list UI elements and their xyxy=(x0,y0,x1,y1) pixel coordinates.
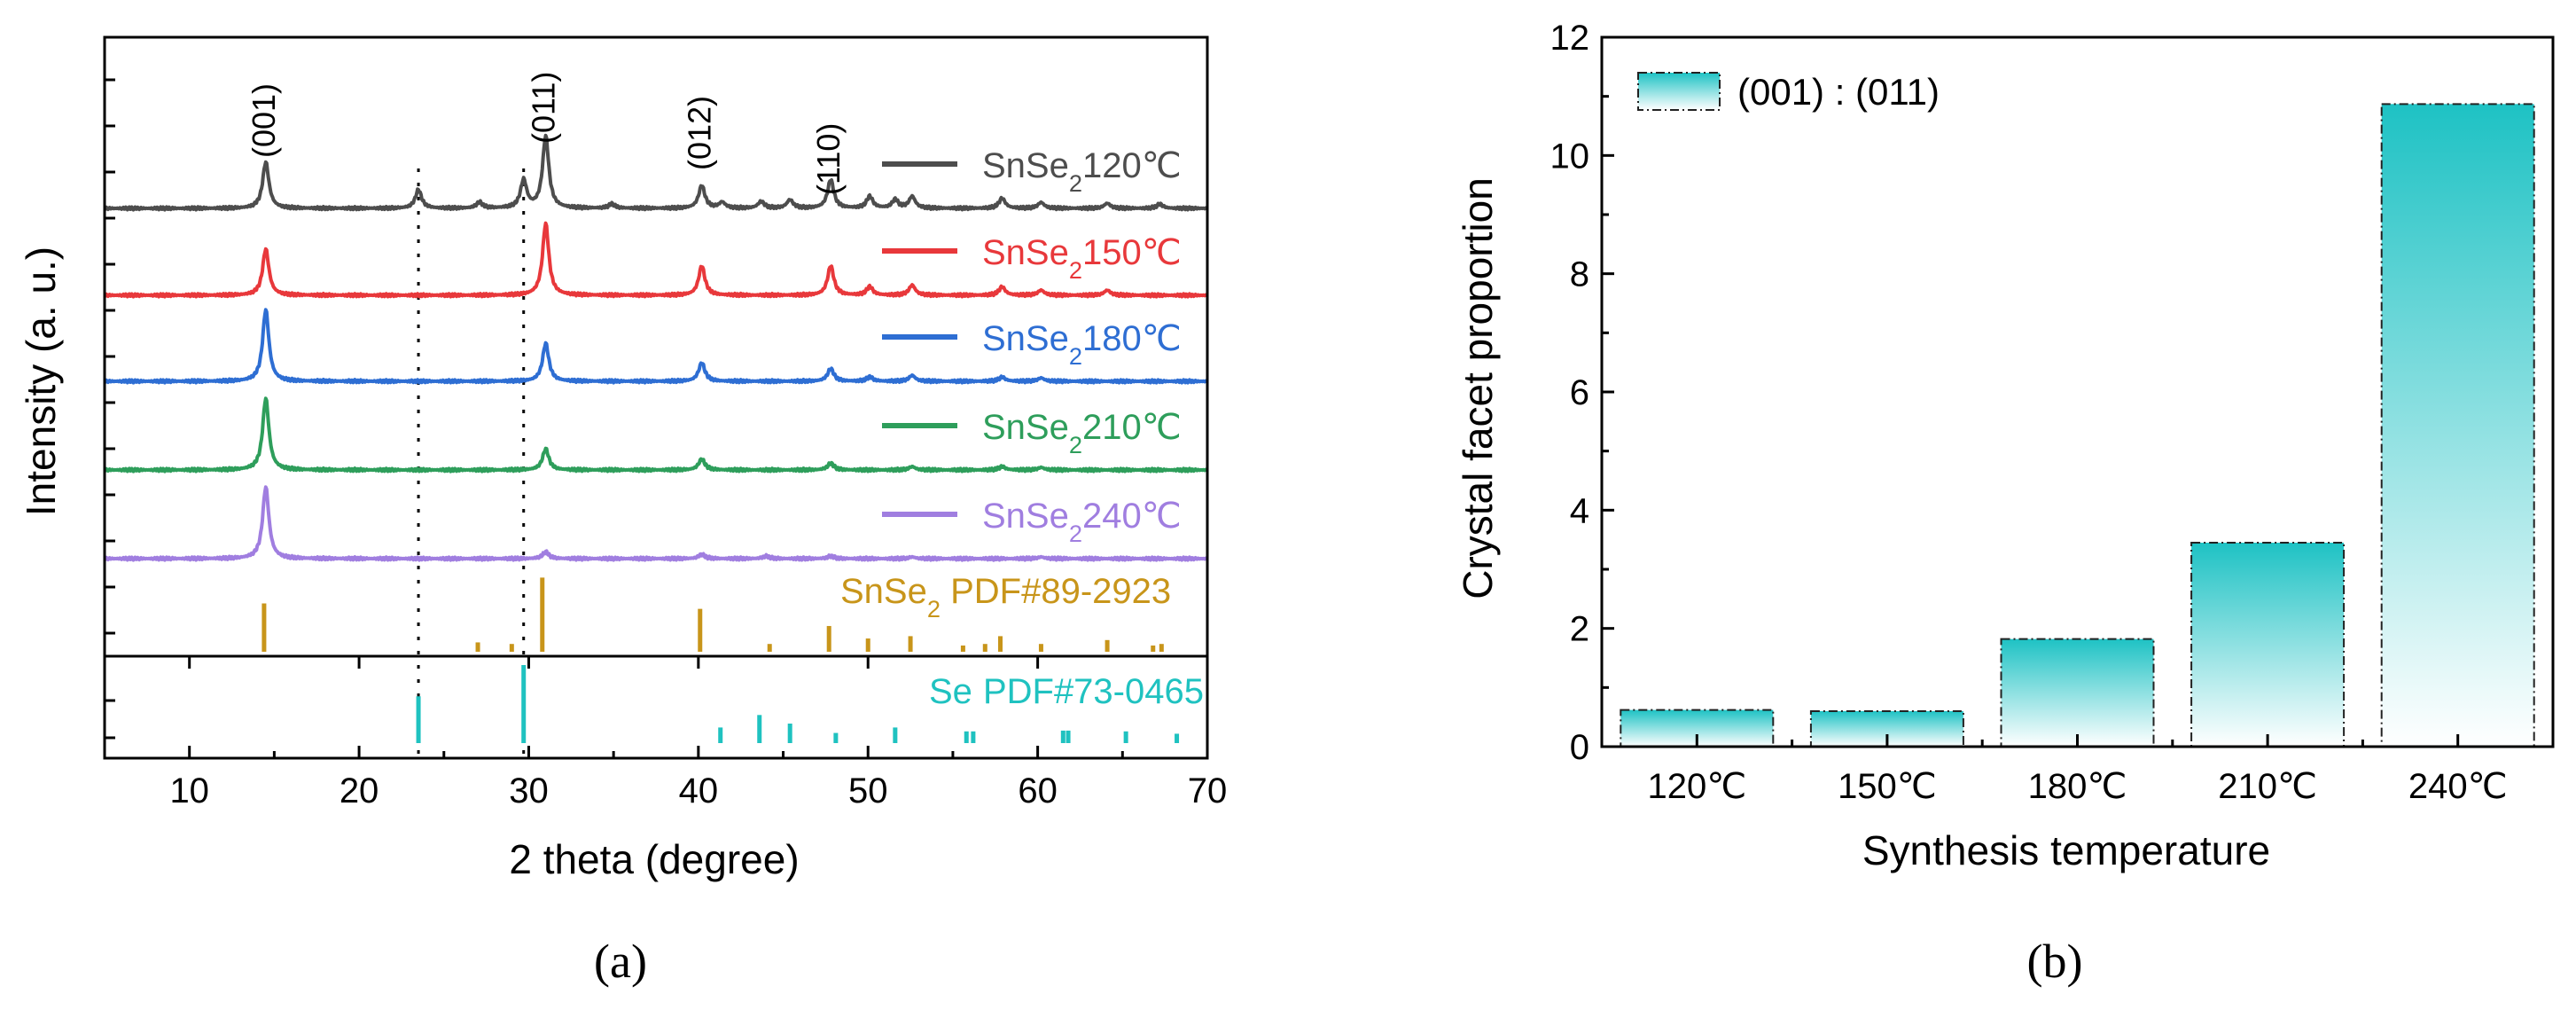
reference-label-1: SnSe2 PDF#89-2923 xyxy=(840,572,1171,622)
x-tick-label: 70 xyxy=(1188,771,1228,810)
x-tick-label: 10 xyxy=(169,771,209,810)
panel-label-a: (a) xyxy=(594,935,647,988)
y-tick-label: 6 xyxy=(1570,373,1589,412)
plot-frame xyxy=(103,35,1209,760)
x-tick-label: 180℃ xyxy=(2028,767,2127,806)
y-tick-label: 4 xyxy=(1570,491,1589,530)
legend-label-4-sub: 2 xyxy=(1069,431,1082,458)
x-tick-label: 240℃ xyxy=(2408,767,2508,806)
reference-label-1-suffix: PDF#89-2923 xyxy=(941,572,1171,611)
legend-label-2: SnSe2150℃ xyxy=(982,233,1182,284)
xrd-line-5 xyxy=(104,485,1209,562)
legend-label-4-main: SnSe xyxy=(982,408,1069,447)
legend-label-2-suffix: 150℃ xyxy=(1082,233,1182,272)
legend-label-4: SnSe2210℃ xyxy=(982,408,1182,458)
reference-label-1-sub: 2 xyxy=(927,595,941,622)
y-tick-label: 12 xyxy=(1550,19,1590,58)
legend-label-3-suffix: 180℃ xyxy=(1082,319,1182,358)
legend-swatch xyxy=(1637,72,1721,111)
legend-label-3-main: SnSe xyxy=(982,319,1069,358)
x-tick-label: 40 xyxy=(679,771,719,810)
legend-label-2-sub: 2 xyxy=(1069,256,1082,284)
y-axis-ticks: 0 2 4 6 8 10 12 xyxy=(1550,19,1614,767)
legend-label-3: SnSe2180℃ xyxy=(982,319,1182,370)
legend: (001) : (011) xyxy=(1637,71,1940,113)
x-tick-label: 150℃ xyxy=(1838,767,1937,806)
legend-label: (001) : (011) xyxy=(1737,71,1940,113)
series-labels: SnSe2120℃SnSe2150℃SnSe2180℃SnSe2210℃SnSe… xyxy=(840,146,1204,711)
y-tick-label: 2 xyxy=(1570,610,1589,649)
reference-label-2-suffix: PDF#73-0465 xyxy=(983,672,1204,711)
panel-label-b: (b) xyxy=(2027,935,2083,988)
x-axis-ticks: 10 20 30 40 50 60 70 xyxy=(103,656,1228,810)
x-tick-label: 210℃ xyxy=(2218,767,2317,806)
plot-border xyxy=(103,35,1209,760)
legend-label-1-sub: 2 xyxy=(1069,169,1082,197)
peak-annotation-label: (012) xyxy=(682,96,718,170)
y-tick-label: 8 xyxy=(1570,255,1589,294)
bar-240c xyxy=(2380,103,2535,748)
peak-annotations: (001) (011) (012) (110) xyxy=(246,72,847,195)
x-tick-label: 50 xyxy=(848,771,888,810)
legend-label-1-suffix: 120℃ xyxy=(1082,146,1182,185)
reference-label-2: Se PDF#73-0465 xyxy=(929,672,1204,711)
legend-label-1: SnSe2120℃ xyxy=(982,146,1182,197)
xrd-pattern-lines xyxy=(104,133,1209,562)
xrd-line-1 xyxy=(104,133,1209,212)
facet-proportion-bar-chart: 0 2 4 6 8 10 12 120℃ 150℃ 180℃ 210℃ 240℃ (001) : (… xyxy=(1455,19,2555,988)
x-tick-label: 20 xyxy=(340,771,379,810)
reference-label-2-main: Se xyxy=(929,672,972,711)
xrd-line-2 xyxy=(104,221,1209,299)
y-tick-label: 10 xyxy=(1550,137,1590,176)
bar-180c xyxy=(2000,638,2155,748)
y-axis-title: Intensity (a. u.) xyxy=(18,247,64,516)
peak-annotation-label: (110) xyxy=(810,123,847,195)
reference-dotted-lines xyxy=(417,168,526,758)
x-axis-title: 2 theta (degree) xyxy=(509,836,799,882)
x-tick-label: 60 xyxy=(1018,771,1058,810)
bar-210c xyxy=(2190,542,2346,748)
x-axis-ticks: 120℃ 150℃ 180℃ 210℃ 240℃ xyxy=(1600,734,2555,806)
reference-sticks xyxy=(262,577,1180,743)
legend-label-5: SnSe2240℃ xyxy=(982,497,1182,547)
bars xyxy=(1620,103,2535,748)
peak-annotation-label: (011) xyxy=(526,72,562,144)
legend-label-5-sub: 2 xyxy=(1069,520,1082,547)
x-tick-label: 120℃ xyxy=(1647,767,1746,806)
legend-label-5-suffix: 240℃ xyxy=(1082,497,1182,536)
xrd-line-3 xyxy=(104,308,1209,385)
legend-label-2-main: SnSe xyxy=(982,233,1069,272)
x-tick-label: 30 xyxy=(509,771,549,810)
legend-label-3-sub: 2 xyxy=(1069,342,1082,370)
y-axis-title: Crystal facet proportion xyxy=(1455,177,1501,599)
y-tick-label: 0 xyxy=(1570,728,1589,767)
legend-label-4-suffix: 210℃ xyxy=(1082,408,1182,447)
y-axis-ticks xyxy=(105,78,115,740)
xrd-chart-panel: 10 20 30 40 50 60 70 (001) (011) (012) (110) SnSe… xyxy=(18,35,1228,988)
peak-annotation-label: (001) xyxy=(246,83,282,158)
legend-label-5-main: SnSe xyxy=(982,497,1069,536)
legend-label-1-main: SnSe xyxy=(982,146,1069,185)
x-axis-title: Synthesis temperature xyxy=(1862,827,2270,873)
reference-label-1-main: SnSe xyxy=(840,572,927,611)
xrd-line-4 xyxy=(104,396,1209,474)
